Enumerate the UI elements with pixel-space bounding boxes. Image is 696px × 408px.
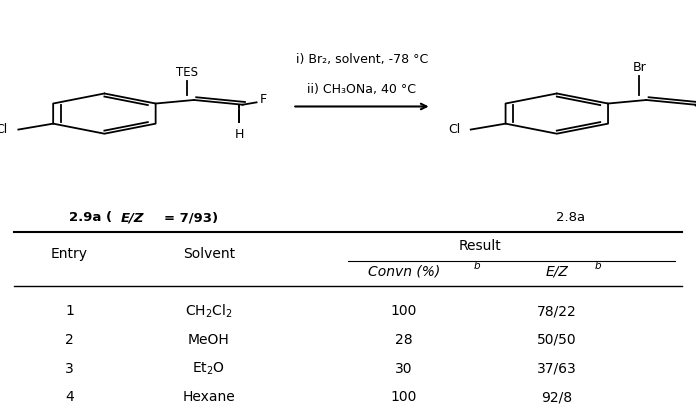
Text: 100: 100 xyxy=(390,304,417,318)
Text: H: H xyxy=(235,129,244,142)
Text: b: b xyxy=(473,261,480,271)
Text: 30: 30 xyxy=(395,361,413,375)
Text: Solvent: Solvent xyxy=(183,246,235,261)
Text: Entry: Entry xyxy=(51,246,88,261)
Text: 2: 2 xyxy=(65,333,74,347)
Text: MeOH: MeOH xyxy=(188,333,230,347)
Text: $\mathrm{CH_2Cl_2}$: $\mathrm{CH_2Cl_2}$ xyxy=(185,302,232,320)
Text: 92/8: 92/8 xyxy=(541,390,572,404)
Text: 4: 4 xyxy=(65,390,74,404)
Text: b: b xyxy=(595,261,602,271)
Text: 100: 100 xyxy=(390,390,417,404)
Text: 1: 1 xyxy=(65,304,74,318)
Text: Br: Br xyxy=(633,61,646,74)
Text: Cl: Cl xyxy=(0,123,8,136)
Text: 2.8a: 2.8a xyxy=(556,211,585,224)
Text: 78/22: 78/22 xyxy=(537,304,577,318)
Text: E/Z: E/Z xyxy=(546,264,568,279)
Text: = 7/93): = 7/93) xyxy=(164,211,219,224)
Text: $\mathrm{Et_2O}$: $\mathrm{Et_2O}$ xyxy=(192,360,226,377)
Text: 28: 28 xyxy=(395,333,413,347)
Text: TES: TES xyxy=(176,66,198,79)
Text: Cl: Cl xyxy=(448,123,460,136)
Text: E/Z: E/Z xyxy=(120,211,144,224)
Text: 50/50: 50/50 xyxy=(537,333,576,347)
Text: Convn (%): Convn (%) xyxy=(367,264,440,279)
Text: 37/63: 37/63 xyxy=(537,361,577,375)
Text: i) Br₂, solvent, -78 °C: i) Br₂, solvent, -78 °C xyxy=(296,53,428,66)
Text: Result: Result xyxy=(459,239,502,253)
Text: 3: 3 xyxy=(65,361,74,375)
Text: Hexane: Hexane xyxy=(182,390,235,404)
Text: F: F xyxy=(260,93,267,106)
Text: ii) CH₃ONa, 40 °C: ii) CH₃ONa, 40 °C xyxy=(308,83,416,96)
Text: 2.9a (: 2.9a ( xyxy=(69,211,112,224)
